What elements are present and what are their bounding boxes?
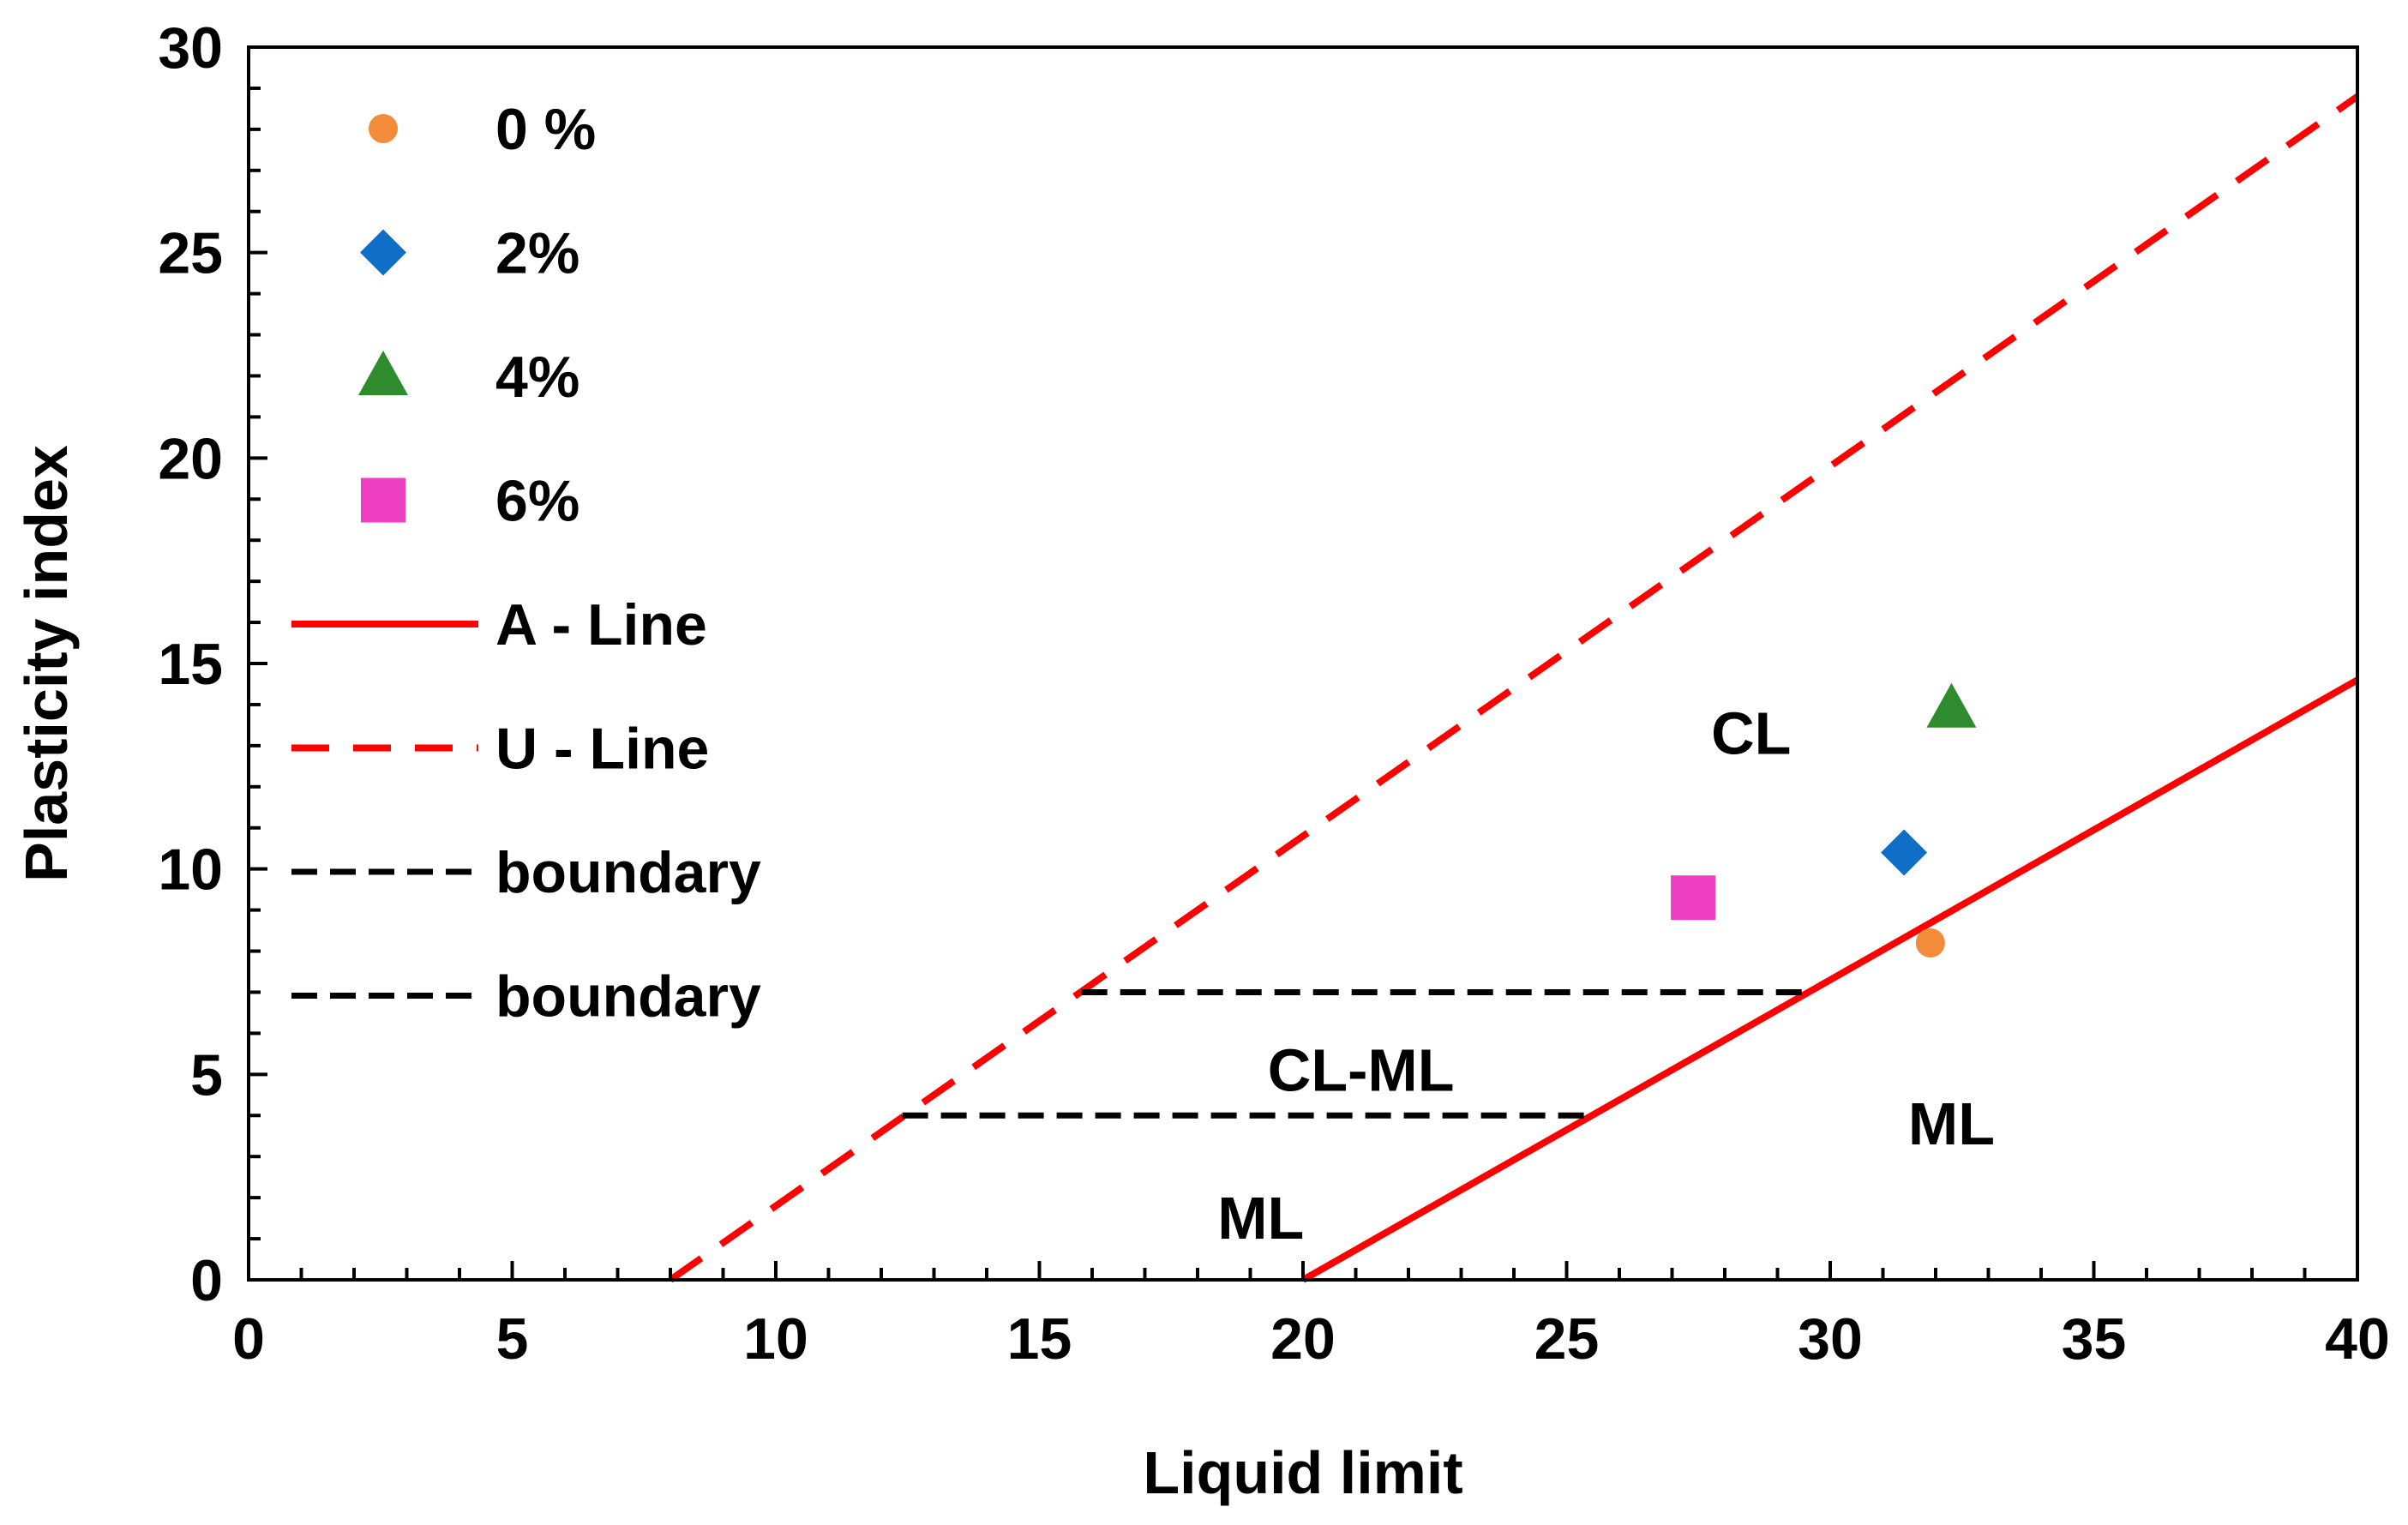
y-axis-ticks: 0 5 10 15 20 25 30 [158,15,267,1313]
y-tick-label-15: 15 [158,632,223,697]
legend-label: 4% [495,345,579,410]
region-label-ml-2: ML [1908,1090,1995,1157]
legend-item-0-0: 0 % [369,97,596,162]
legend-label: 0 % [495,97,596,162]
x-tick-label-25: 25 [1534,1306,1600,1372]
x-axis-title: Liquid limit [1143,1439,1462,1506]
y-tick-label-10: 10 [158,838,223,903]
legend-label: 6% [495,469,579,534]
x-tick-label-10: 10 [743,1306,808,1372]
legend-label: boundary [495,840,761,905]
legend-item-boundary-7: boundary [291,964,761,1030]
legend-item-a-line-4: A - Line [291,592,707,657]
legend-label: 2% [495,221,579,286]
x-tick-label-5: 5 [496,1306,529,1372]
x-tick-label-15: 15 [1007,1306,1072,1372]
legend-label: U - Line [495,717,709,782]
data-point-6-0 [1671,875,1716,921]
x-tick-label-20: 20 [1270,1306,1336,1372]
legend-symbol-triangle [358,351,408,395]
x-tick-label-40: 40 [2325,1306,2390,1372]
x-tick-label-0: 0 [232,1306,265,1372]
region-label-ml-3: ML [1217,1185,1304,1252]
data-point-4-0 [1926,682,1977,728]
u-line-line-1 [668,93,2360,1283]
legend-symbol-circle [369,114,398,143]
legend-label: A - Line [495,592,707,657]
region-label-cl-0: CL [1711,699,1791,766]
y-tick-label-5: 5 [190,1042,223,1108]
data-point-0-0 [1915,928,1945,958]
data-point-2-0 [1881,829,1928,876]
y-tick-label-20: 20 [158,426,223,491]
legend: 0 % 2% 4% 6% A - Line U - Line boundary boundar… [291,97,761,1030]
data-points [1671,682,1977,958]
legend-symbol-square [361,477,405,523]
legend-item-2-1: 2% [360,221,579,286]
x-axis-ticks: 0 5 10 15 20 25 30 35 40 [232,1261,2390,1372]
legend-item-4-2: 4% [358,345,579,410]
reference-lines [668,93,2360,1283]
y-tick-label-25: 25 [158,221,223,286]
legend-symbol-diamond [360,229,406,276]
legend-item-u-line-5: U - Line [291,717,709,782]
region-labels: CL CL-ML ML ML [1217,699,1995,1252]
region-label-cl-ml-1: CL-ML [1268,1037,1455,1104]
y-tick-label-30: 30 [158,15,223,81]
legend-item-6-3: 6% [361,469,579,534]
x-tick-label-35: 35 [2062,1306,2127,1372]
y-tick-label-0: 0 [190,1248,223,1313]
x-tick-label-30: 30 [1798,1306,1863,1372]
legend-label: boundary [495,964,761,1030]
a-line-line-0 [1301,676,2359,1283]
legend-item-boundary-6: boundary [291,840,761,905]
y-axis-title: Plasticity index [13,445,80,882]
